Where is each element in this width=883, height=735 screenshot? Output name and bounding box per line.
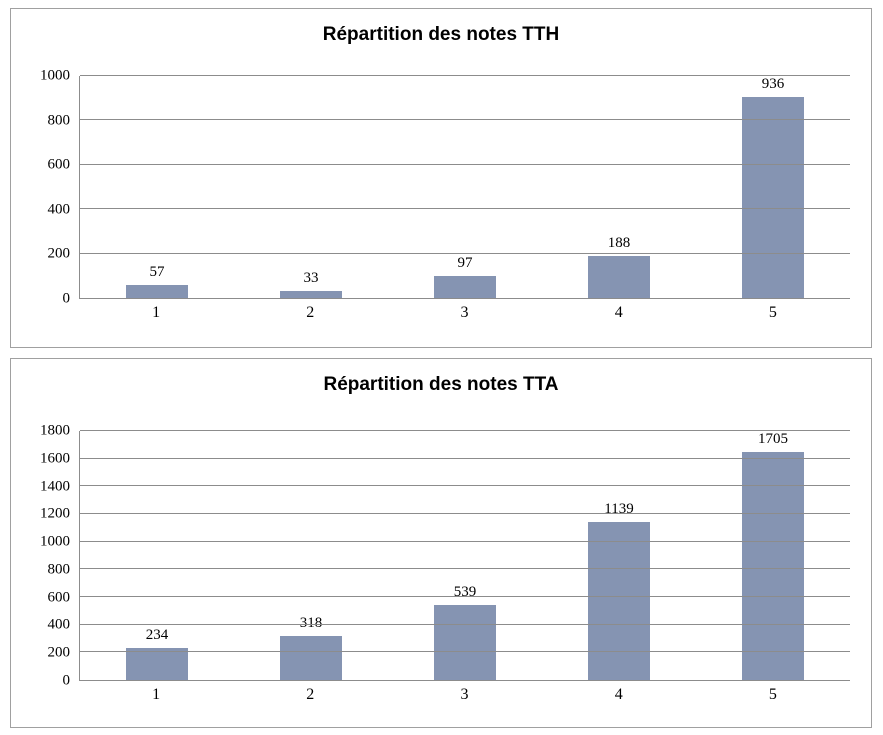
bar-group: 318 <box>234 431 388 680</box>
bar <box>588 256 650 298</box>
y-tick-label: 1600 <box>40 450 70 467</box>
bar <box>280 636 342 680</box>
gridline <box>80 75 850 76</box>
y-tick-label: 600 <box>47 589 71 606</box>
chart-title: Répartition des notes TTA <box>323 374 559 395</box>
bar-group: 188 <box>542 76 696 298</box>
gridline <box>80 208 850 210</box>
y-tick-label: 400 <box>47 616 71 633</box>
x-tick-label: 4 <box>614 686 623 703</box>
bar <box>742 452 804 680</box>
bar-group: 1705 <box>696 431 850 680</box>
plot-area: 57 33 97 188 936 <box>79 75 850 299</box>
bar-group: 33 <box>234 76 388 298</box>
y-tick-label: 200 <box>47 644 71 661</box>
x-axis: 1 2 3 4 5 <box>79 304 850 322</box>
y-tick-label: 1800 <box>40 422 70 439</box>
plot-area: 234 318 539 1139 1705 <box>79 430 850 681</box>
x-tick-label: 2 <box>306 304 315 321</box>
bars-row: 234 318 539 1139 1705 <box>80 431 850 680</box>
x-tick-label: 2 <box>306 686 315 703</box>
bar-value-label: 1139 <box>604 501 634 518</box>
chart-body: 0 200 400 600 800 1000 1200 1400 1600 1800 234 318… <box>11 423 871 688</box>
x-tick-label: 5 <box>768 686 777 703</box>
y-tick-label: 800 <box>47 112 71 129</box>
bar-value-label: 1705 <box>758 431 788 447</box>
bar <box>434 605 496 680</box>
x-tick-label: 4 <box>614 304 623 321</box>
bar-value-label: 539 <box>453 584 477 601</box>
bar-group: 936 <box>696 76 850 298</box>
y-tick-label: 600 <box>47 156 71 173</box>
y-tick-label: 1000 <box>40 533 70 550</box>
gridline <box>80 163 850 165</box>
y-tick-label: 1200 <box>40 505 70 522</box>
bar <box>280 290 342 298</box>
bar-value-label: 97 <box>457 255 473 272</box>
gridline <box>80 596 850 597</box>
bar-group: 234 <box>80 431 234 680</box>
bar <box>742 97 804 298</box>
y-tick-label: 1400 <box>40 478 70 495</box>
chart-panel-tta: Répartition des notes TTA 0 200 400 600 800 1… <box>10 358 872 728</box>
bar-group: 1139 <box>542 431 696 680</box>
bar-value-label: 57 <box>149 264 165 281</box>
gridline <box>80 457 850 459</box>
bar-group: 57 <box>80 76 234 298</box>
chart-body: 0 200 400 600 800 1000 57 33 97 188 936 <box>11 68 871 306</box>
x-tick-label: 3 <box>460 686 469 703</box>
x-tick-label: 3 <box>460 304 469 321</box>
bar-value-label: 234 <box>145 626 169 643</box>
bar-group: 539 <box>388 431 542 680</box>
x-tick-label: 5 <box>768 304 777 321</box>
y-axis: 0 200 400 600 800 1000 <box>11 68 79 306</box>
bar-value-label: 936 <box>761 76 785 92</box>
chart-panel-tth: Répartition des notes TTH 0 200 400 600 800 1… <box>10 8 872 348</box>
gridline <box>80 430 850 431</box>
bar-value-label: 318 <box>299 615 323 632</box>
y-tick-label: 200 <box>47 245 71 262</box>
gridline <box>80 485 850 487</box>
gridline <box>80 651 850 653</box>
bar <box>588 522 650 680</box>
bar <box>434 276 496 298</box>
gridline <box>80 568 850 570</box>
bars-row: 57 33 97 188 936 <box>80 76 850 298</box>
y-axis: 0 200 400 600 800 1000 1200 1400 1600 1800 <box>11 423 79 688</box>
y-tick-label: 1000 <box>40 67 70 84</box>
y-tick-label: 400 <box>47 201 71 218</box>
gridline <box>80 119 850 121</box>
x-tick-label: 1 <box>152 686 161 703</box>
x-axis: 1 2 3 4 5 <box>79 686 850 704</box>
gridline <box>80 252 850 254</box>
x-tick-label: 1 <box>152 304 161 321</box>
y-tick-label: 0 <box>62 290 71 307</box>
gridline <box>80 513 850 514</box>
bar-group: 97 <box>388 76 542 298</box>
bar-value-label: 33 <box>303 269 319 286</box>
y-tick-label: 0 <box>62 672 71 689</box>
gridline <box>80 540 850 542</box>
bar-value-label: 188 <box>607 235 631 252</box>
bar <box>126 285 188 298</box>
chart-title: Répartition des notes TTH <box>322 24 560 45</box>
gridline <box>80 623 850 625</box>
bar <box>126 647 188 680</box>
y-tick-label: 800 <box>47 561 71 578</box>
